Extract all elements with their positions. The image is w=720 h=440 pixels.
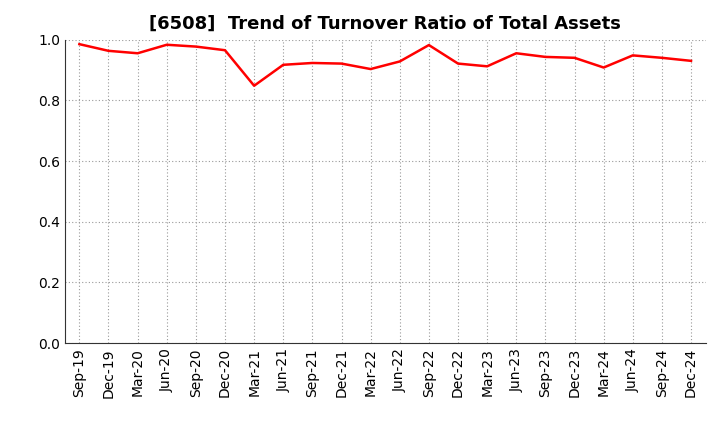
Title: [6508]  Trend of Turnover Ratio of Total Assets: [6508] Trend of Turnover Ratio of Total … (149, 15, 621, 33)
